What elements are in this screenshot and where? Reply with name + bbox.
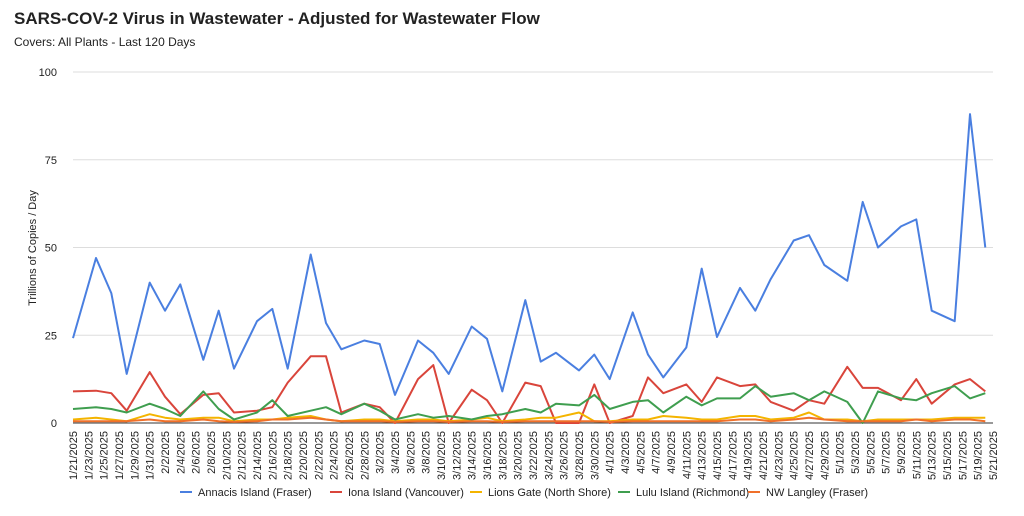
x-tick-label: 1/21/2025 bbox=[68, 431, 80, 480]
x-tick-label: 3/10/2025 bbox=[436, 431, 448, 480]
x-tick-label: 5/13/2025 bbox=[927, 431, 939, 480]
x-tick-label: 4/5/2025 bbox=[635, 431, 647, 474]
x-tick-label: 4/19/2025 bbox=[743, 431, 755, 480]
x-tick-label: 4/29/2025 bbox=[819, 431, 831, 480]
y-axis-label: Trillions of Copies / Day bbox=[27, 190, 39, 306]
y-tick-label: 25 bbox=[45, 330, 57, 342]
chart-subtitle: Covers: All Plants - Last 120 Days bbox=[14, 35, 195, 49]
x-tick-label: 5/11/2025 bbox=[911, 431, 923, 479]
x-tick-label: 2/28/2025 bbox=[359, 431, 371, 480]
x-tick-label: 5/3/2025 bbox=[850, 431, 862, 474]
x-tick-label: 2/20/2025 bbox=[298, 431, 310, 480]
x-tick-label: 4/9/2025 bbox=[666, 431, 678, 474]
x-tick-label: 3/4/2025 bbox=[390, 431, 402, 474]
x-tick-label: 5/21/2025 bbox=[988, 431, 1000, 480]
series-line bbox=[72, 385, 986, 424]
x-tick-label: 2/2/2025 bbox=[160, 431, 172, 474]
x-tick-label: 3/16/2025 bbox=[482, 431, 494, 480]
x-tick-label: 5/19/2025 bbox=[973, 431, 985, 480]
x-tick-label: 4/11/2025 bbox=[681, 431, 693, 479]
x-tick-label: 3/18/2025 bbox=[497, 431, 509, 480]
y-tick-label: 50 bbox=[45, 243, 57, 255]
legend-label: Lions Gate (North Shore) bbox=[488, 487, 611, 499]
x-tick-label: 3/24/2025 bbox=[543, 431, 555, 480]
x-tick-label: 3/28/2025 bbox=[574, 431, 586, 480]
x-tick-label: 1/25/2025 bbox=[99, 431, 111, 480]
x-tick-label: 5/17/2025 bbox=[957, 431, 969, 480]
series-line bbox=[73, 416, 986, 423]
x-tick-label: 4/21/2025 bbox=[758, 431, 770, 480]
legend-label: NW Langley (Fraser) bbox=[766, 487, 868, 499]
x-tick-label: 3/6/2025 bbox=[405, 431, 417, 474]
x-tick-label: 2/6/2025 bbox=[191, 431, 203, 474]
x-tick-label: 3/30/2025 bbox=[589, 431, 601, 480]
x-tick-label: 4/7/2025 bbox=[651, 431, 663, 474]
x-tick-label: 2/24/2025 bbox=[329, 431, 341, 480]
x-tick-label: 4/17/2025 bbox=[727, 431, 739, 480]
x-tick-label: 1/29/2025 bbox=[129, 431, 141, 480]
x-tick-label: 4/15/2025 bbox=[712, 431, 724, 480]
chart-title: SARS-COV-2 Virus in Wastewater - Adjuste… bbox=[14, 9, 541, 28]
x-tick-label: 4/1/2025 bbox=[605, 431, 617, 474]
legend-label: Iona Island (Vancouver) bbox=[348, 487, 464, 499]
x-tick-label: 3/26/2025 bbox=[559, 431, 571, 480]
x-tick-label: 2/16/2025 bbox=[267, 431, 279, 480]
x-tick-label: 4/27/2025 bbox=[804, 431, 816, 480]
x-tick-label: 3/22/2025 bbox=[528, 431, 540, 480]
x-tick-label: 1/31/2025 bbox=[145, 431, 157, 480]
x-tick-label: 2/8/2025 bbox=[206, 431, 218, 474]
x-tick-label: 4/23/2025 bbox=[773, 431, 785, 480]
x-tick-label: 4/25/2025 bbox=[789, 431, 801, 480]
x-tick-label: 1/23/2025 bbox=[83, 431, 95, 480]
legend-label: Lulu Island (Richmond) bbox=[636, 487, 749, 499]
x-tick-label: 2/18/2025 bbox=[283, 431, 295, 480]
x-tick-label: 3/2/2025 bbox=[375, 431, 387, 474]
x-tick-label: 4/3/2025 bbox=[620, 431, 632, 474]
x-tick-label: 3/8/2025 bbox=[421, 431, 433, 474]
y-tick-label: 100 bbox=[39, 67, 57, 79]
x-tick-label: 1/27/2025 bbox=[114, 431, 126, 480]
x-tick-label: 4/13/2025 bbox=[697, 431, 709, 480]
x-tick-label: 2/14/2025 bbox=[252, 431, 264, 480]
y-tick-label: 0 bbox=[51, 418, 57, 430]
x-tick-label: 3/14/2025 bbox=[467, 431, 479, 480]
series-line bbox=[72, 113, 987, 396]
x-tick-label: 2/10/2025 bbox=[221, 431, 233, 480]
x-tick-label: 5/15/2025 bbox=[942, 431, 954, 480]
legend-label: Annacis Island (Fraser) bbox=[198, 487, 312, 499]
x-tick-label: 2/4/2025 bbox=[175, 431, 187, 474]
x-tick-label: 2/22/2025 bbox=[313, 431, 325, 480]
x-tick-label: 3/12/2025 bbox=[451, 431, 463, 480]
x-tick-label: 5/1/2025 bbox=[835, 431, 847, 474]
x-tick-label: 3/20/2025 bbox=[513, 431, 525, 480]
x-tick-label: 5/5/2025 bbox=[865, 431, 877, 474]
series-line bbox=[72, 355, 986, 424]
x-tick-label: 5/9/2025 bbox=[896, 431, 908, 474]
x-tick-label: 5/7/2025 bbox=[881, 431, 893, 474]
x-tick-label: 2/26/2025 bbox=[344, 431, 356, 480]
x-tick-label: 2/12/2025 bbox=[237, 431, 249, 480]
y-tick-label: 75 bbox=[45, 155, 57, 167]
